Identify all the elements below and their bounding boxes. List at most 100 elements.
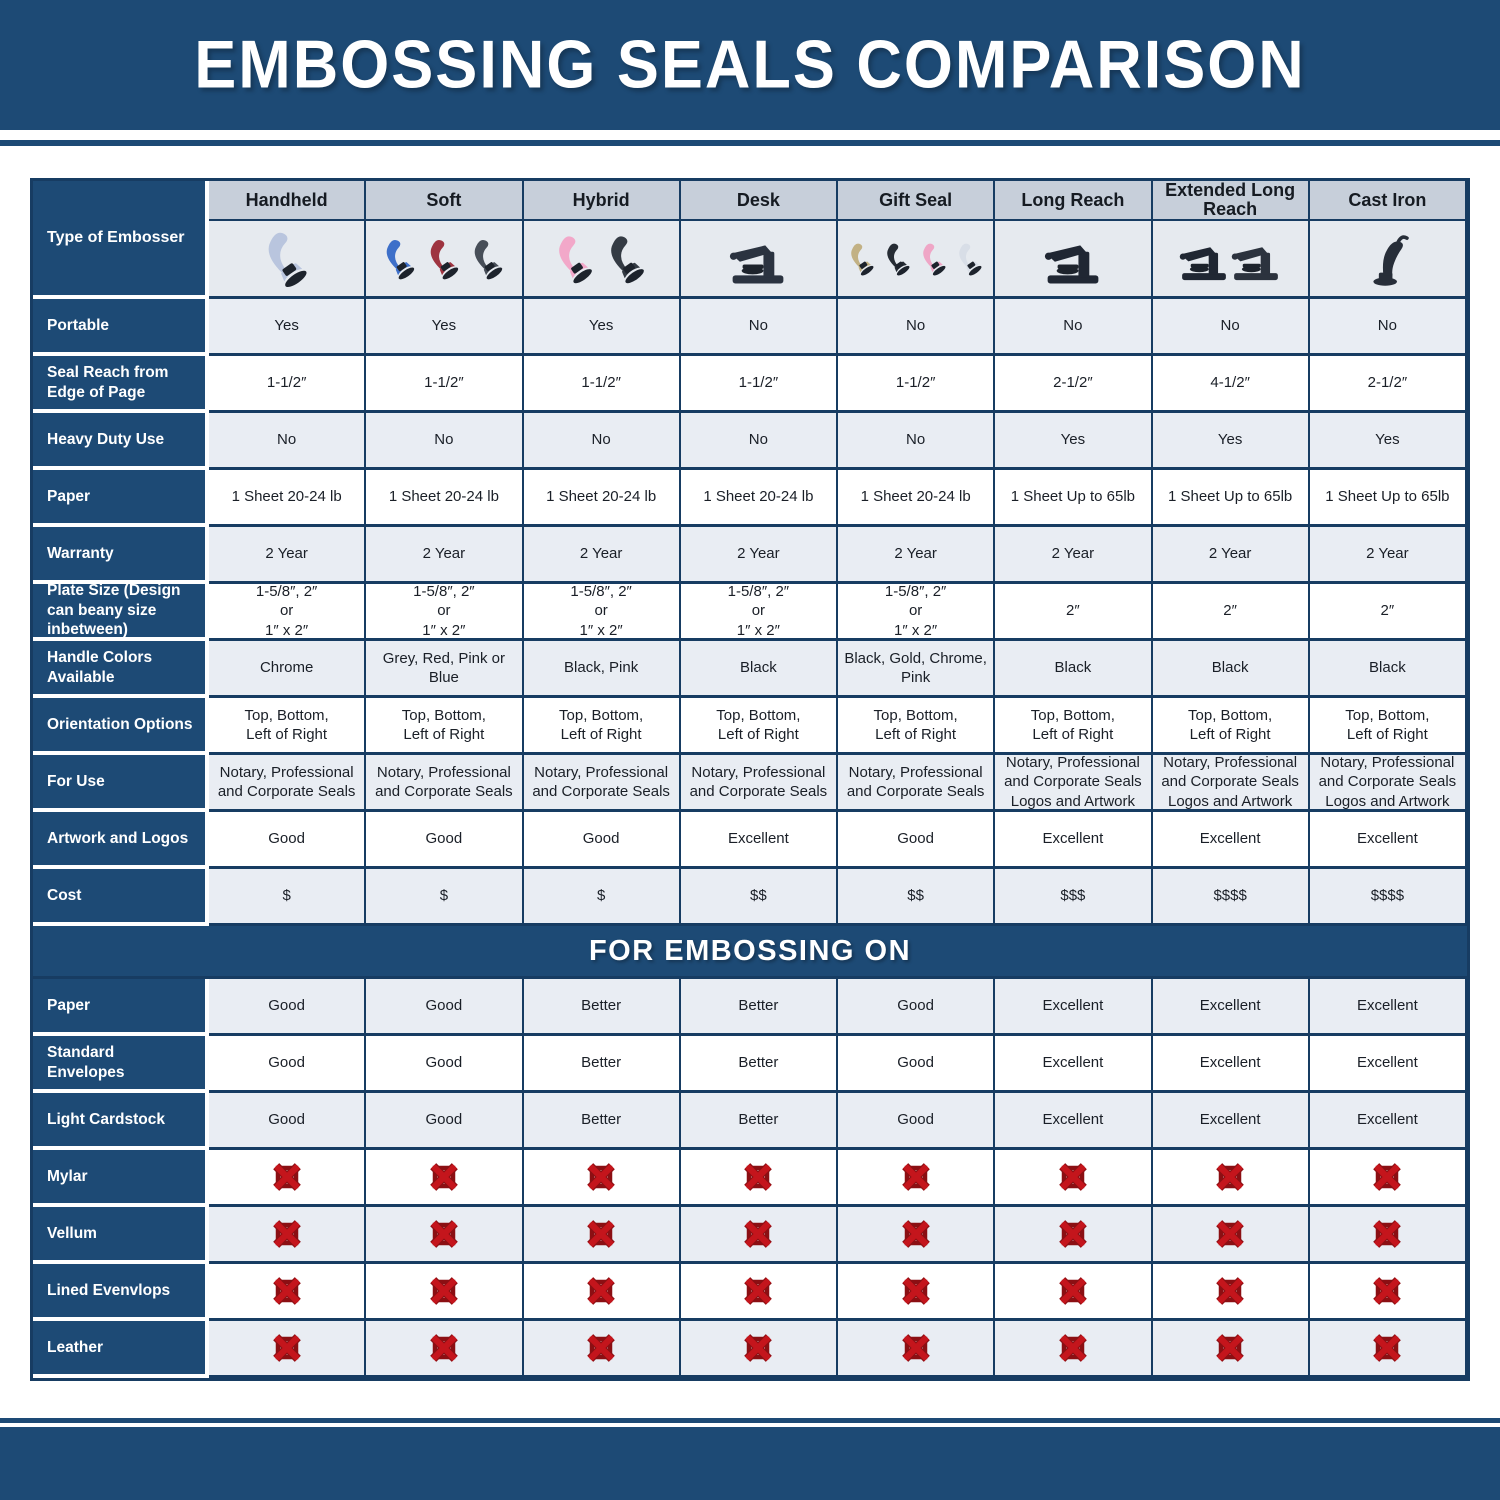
- row-label-heavy-duty-use: Heavy Duty Use: [33, 413, 209, 470]
- column-header-gift-seal: Gift Seal: [838, 181, 996, 221]
- x-cell-mylar-desk: [680, 1150, 838, 1207]
- cell-standard-envelopes-extended-long-reach: Excellent: [1152, 1036, 1310, 1093]
- cell-for-use-handheld: Notary, Professional and Corporate Seals: [209, 755, 367, 812]
- cell-paper-cast-iron: 1 Sheet Up to 65lb: [1309, 470, 1467, 527]
- cell-orientation-options-hybrid: Top, Bottom, Left of Right: [523, 698, 681, 755]
- cell-portable-handheld: Yes: [209, 299, 367, 356]
- hand-embosser-icon: [850, 243, 874, 275]
- x-cell-vellum-hybrid: [523, 1207, 681, 1264]
- x-cell-mylar-long-reach: [995, 1150, 1153, 1207]
- cell-orientation-options-soft: Top, Bottom, Left of Right: [366, 698, 524, 755]
- x-icon: [744, 1163, 773, 1191]
- title-band: EMBOSSING SEALS COMPARISON: [0, 0, 1500, 130]
- cell-light-cardstock-cast-iron: Excellent: [1309, 1093, 1467, 1150]
- page-title: EMBOSSING SEALS COMPARISON: [194, 27, 1306, 103]
- column-header-cast-iron: Cast Iron: [1309, 181, 1467, 221]
- x-icon: [744, 1220, 773, 1248]
- x-cell-lined-evenvlops-gift-seal: [838, 1264, 996, 1321]
- x-icon: [1373, 1277, 1402, 1305]
- column-header-soft: Soft: [366, 181, 524, 221]
- cell-seal-reach-from-edge-of-page-hybrid: 1-1/2″: [523, 356, 681, 413]
- section-title-for-embossing-on: FOR EMBOSSING ON: [33, 926, 1467, 979]
- desk-embosser-image: [680, 221, 838, 299]
- x-cell-lined-evenvlops-long-reach: [995, 1264, 1153, 1321]
- cell-cost-handheld: $: [209, 869, 367, 926]
- x-icon: [1373, 1220, 1402, 1248]
- x-icon: [1059, 1220, 1087, 1248]
- x-cell-vellum-soft: [366, 1207, 524, 1264]
- x-icon: [901, 1277, 930, 1305]
- x-cell-vellum-cast-iron: [1309, 1207, 1467, 1264]
- cell-cost-gift-seal: $$: [838, 869, 996, 926]
- x-cell-lined-evenvlops-extended-long-reach: [1152, 1264, 1310, 1321]
- cell-light-cardstock-desk: Better: [680, 1093, 838, 1150]
- cell-warranty-desk: 2 Year: [680, 527, 838, 584]
- cell-standard-envelopes-handheld: Good: [209, 1036, 367, 1093]
- cell-paper-hybrid: Better: [523, 979, 681, 1036]
- hand-embosser-icon: [559, 235, 592, 283]
- cell-artwork-and-logos-long-reach: Excellent: [995, 812, 1153, 869]
- cell-portable-soft: Yes: [366, 299, 524, 356]
- column-header-long-reach: Long Reach: [995, 181, 1153, 221]
- x-cell-lined-evenvlops-handheld: [209, 1264, 367, 1321]
- x-icon: [272, 1334, 301, 1362]
- cell-standard-envelopes-soft: Good: [366, 1036, 524, 1093]
- cell-handle-colors-available-hybrid: Black, Pink: [523, 641, 681, 698]
- desk-embosser-icon: [1044, 244, 1099, 283]
- x-icon: [1216, 1277, 1244, 1305]
- hand-embosser-icon: [922, 243, 946, 275]
- x-icon: [272, 1277, 301, 1305]
- x-cell-mylar-cast-iron: [1309, 1150, 1467, 1207]
- extended-long-reach-embosser-image: [1152, 221, 1310, 299]
- cell-warranty-long-reach: 2 Year: [995, 527, 1153, 584]
- cell-handle-colors-available-desk: Black: [680, 641, 838, 698]
- cell-for-use-long-reach: Notary, Professional and Corporate Seals…: [995, 754, 1153, 812]
- row-label-warranty: Warranty: [33, 527, 209, 584]
- x-cell-leather-cast-iron: [1309, 1321, 1467, 1378]
- cell-warranty-hybrid: 2 Year: [523, 527, 681, 584]
- hand-embosser-icon: [268, 232, 307, 287]
- cell-paper-cast-iron: Excellent: [1309, 979, 1467, 1036]
- cell-cost-desk: $$: [680, 869, 838, 926]
- cell-artwork-and-logos-desk: Excellent: [680, 812, 838, 869]
- cell-portable-desk: No: [680, 299, 838, 356]
- x-cell-mylar-hybrid: [523, 1150, 681, 1207]
- cell-standard-envelopes-gift-seal: Good: [838, 1036, 996, 1093]
- cast-iron-embosser-icon: [1373, 234, 1410, 286]
- row-label-vellum: Vellum: [33, 1207, 209, 1264]
- x-cell-lined-evenvlops-cast-iron: [1309, 1264, 1467, 1321]
- cell-seal-reach-from-edge-of-page-gift-seal: 1-1/2″: [838, 356, 996, 413]
- cell-light-cardstock-extended-long-reach: Excellent: [1152, 1093, 1310, 1150]
- cell-cost-hybrid: $: [523, 869, 681, 926]
- x-icon: [744, 1334, 773, 1362]
- x-cell-mylar-gift-seal: [838, 1150, 996, 1207]
- cell-plate-size-design-can-beany-size-inbetween-extended-long-reach: 2″: [1152, 584, 1310, 641]
- hand-embosser-icon: [958, 243, 982, 275]
- cell-light-cardstock-handheld: Good: [209, 1093, 367, 1150]
- cell-for-use-cast-iron: Notary, Professional and Corporate Seals…: [1309, 754, 1467, 812]
- cell-heavy-duty-use-extended-long-reach: Yes: [1152, 413, 1310, 470]
- corner-label-type-of-embosser: Type of Embosser: [33, 181, 209, 299]
- cell-artwork-and-logos-extended-long-reach: Excellent: [1152, 812, 1310, 869]
- desk-embosser-icon: [730, 244, 784, 283]
- cell-plate-size-design-can-beany-size-inbetween-desk: 1-5/8″, 2″ or 1″ x 2″: [680, 583, 838, 641]
- hand-embosser-icon: [611, 235, 644, 283]
- x-cell-vellum-handheld: [209, 1207, 367, 1264]
- column-header-extended-long-reach: Extended Long Reach: [1152, 181, 1310, 221]
- desk-embosser-icon: [1231, 246, 1278, 280]
- cell-cost-long-reach: $$$: [995, 869, 1153, 926]
- cell-warranty-handheld: 2 Year: [209, 527, 367, 584]
- gift-seal-embosser-image: [838, 221, 996, 299]
- cell-orientation-options-desk: Top, Bottom, Left of Right: [680, 698, 838, 755]
- footer-bar: [0, 1427, 1500, 1500]
- x-cell-lined-evenvlops-soft: [366, 1264, 524, 1321]
- cell-cost-extended-long-reach: $$$$: [1152, 869, 1310, 926]
- x-icon: [1216, 1220, 1244, 1248]
- cell-plate-size-design-can-beany-size-inbetween-hybrid: 1-5/8″, 2″ or 1″ x 2″: [523, 583, 681, 641]
- cell-for-use-gift-seal: Notary, Professional and Corporate Seals: [838, 755, 996, 812]
- row-label-handle-colors-available: Handle Colors Available: [33, 641, 209, 698]
- cell-artwork-and-logos-handheld: Good: [209, 812, 367, 869]
- x-icon: [744, 1277, 773, 1305]
- cell-orientation-options-extended-long-reach: Top, Bottom, Left of Right: [1152, 698, 1310, 755]
